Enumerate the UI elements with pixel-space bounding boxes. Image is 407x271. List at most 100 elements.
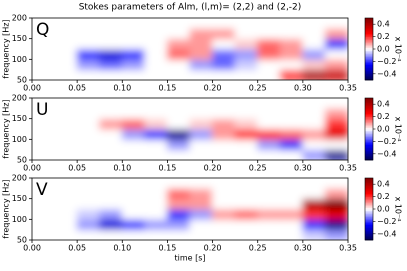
colorbar-step: [365, 56, 373, 59]
colorbar-step: [365, 135, 373, 138]
heatmap-cell: [166, 48, 191, 60]
heatmap-cell: [257, 98, 281, 109]
colorbar-step: [365, 229, 373, 232]
colorbar-step: [365, 142, 373, 145]
colorbar-step: [365, 107, 373, 110]
colorbar-step: [365, 38, 373, 41]
heatmap-cell: [32, 98, 56, 109]
y-tick-label: 150: [12, 114, 27, 123]
heatmap-cell: [32, 69, 56, 80]
y-tick-label: 150: [12, 194, 27, 203]
heatmap-cell: [76, 218, 101, 231]
colorbar-tick-label: 0.2: [377, 112, 390, 121]
colorbar-step: [365, 236, 373, 239]
heatmap-cell: [212, 98, 236, 109]
heatmap-cell: [54, 27, 78, 40]
heatmap-cell: [324, 208, 348, 220]
heatmap-cell: [189, 198, 214, 210]
colorbar-step: [365, 58, 373, 61]
heatmap-cell: [54, 128, 78, 140]
heatmap-cell: [76, 98, 101, 109]
colorbar-step: [365, 67, 373, 70]
colorbar-step: [365, 25, 373, 28]
panel-label: V: [36, 180, 48, 200]
colorbar-step: [365, 188, 373, 191]
colorbar-step: [365, 98, 373, 100]
heatmap-cell: [189, 27, 214, 40]
heatmap-cell: [32, 218, 56, 231]
heatmap-cell: [166, 27, 191, 40]
x-tick-label: 0.15: [159, 164, 177, 173]
colorbar-step: [365, 235, 373, 238]
heatmap-cell: [99, 149, 123, 160]
y-tick-label: 100: [12, 215, 27, 224]
heatmap-cell: [121, 187, 146, 200]
y-tick-label: 150: [12, 34, 27, 43]
colorbar-step: [365, 198, 373, 201]
colorbar-tick-label: 0.0: [377, 45, 390, 54]
colorbar-step: [365, 125, 373, 128]
colorbar-step: [365, 158, 373, 161]
heatmap-cell: [54, 38, 78, 50]
colorbar-step: [365, 64, 373, 67]
heatmap-cell: [166, 107, 191, 120]
colorbar-step: [365, 22, 373, 25]
heatmap-cell: [144, 138, 168, 151]
heatmap-cell: [32, 187, 56, 200]
heatmap-cell: [121, 48, 146, 60]
heatmap-cell: [121, 58, 146, 71]
heatmap-cell: [212, 69, 236, 80]
colorbar-step: [365, 204, 373, 207]
y-axis-label: frequency [Hz]: [2, 99, 11, 158]
heatmap-cell: [279, 187, 304, 200]
heatmap-cell: [121, 218, 146, 231]
heatmap-cell: [324, 27, 348, 40]
heatmap-cell: [257, 118, 281, 130]
heatmap-cell: [257, 107, 281, 120]
y-tick-label: 50: [17, 156, 27, 165]
heatmap-cell: [189, 118, 214, 130]
heatmap-cell: [32, 18, 56, 29]
heatmap-cell: [54, 208, 78, 220]
heatmap-cell: [99, 58, 123, 71]
heatmap-cell: [166, 128, 191, 140]
colorbar-step: [365, 132, 373, 135]
heatmap-cell: [54, 178, 78, 189]
colorbar-step: [365, 31, 373, 34]
colorbar-step: [365, 179, 373, 182]
heatmap-cell: [257, 18, 281, 29]
heatmap-cell: [32, 107, 56, 120]
y-axis-label: frequency [Hz]: [2, 179, 11, 238]
heatmap-cell: [279, 198, 304, 210]
heatmap-cell: [54, 198, 78, 210]
heatmap-cell: [257, 218, 281, 231]
heatmap-cell: [302, 229, 326, 240]
colorbar-step: [365, 118, 373, 121]
heatmap-cell: [212, 128, 236, 140]
colorbar-step: [365, 191, 373, 194]
colorbar-step: [365, 190, 373, 193]
y-tick-label: 50: [17, 76, 27, 85]
heatmap-cell: [54, 98, 78, 109]
heatmap-cell: [166, 58, 191, 71]
colorbar-step: [365, 149, 373, 152]
heatmap-cell: [212, 149, 236, 160]
colorbar-label: x 10⁻⁴: [394, 37, 403, 62]
x-tick-label: 0.05: [68, 164, 86, 173]
heatmap-cell: [166, 18, 191, 29]
colorbar-tick-label: −0.4: [377, 149, 396, 158]
colorbar-step: [365, 27, 373, 30]
heatmap-cell: [279, 218, 304, 231]
plot-frame: [31, 97, 349, 161]
colorbar-step: [365, 108, 373, 111]
colorbar-step: [365, 227, 373, 230]
colorbar-step: [365, 216, 373, 219]
heatmap-cell: [32, 149, 56, 160]
heatmap-cell: [166, 118, 191, 130]
heatmap-cell: [279, 149, 304, 160]
colorbar-tick-label: −0.2: [377, 57, 396, 66]
colorbar-step: [365, 182, 373, 185]
heatmap-cell: [189, 229, 214, 240]
heatmap-cell: [121, 27, 146, 40]
colorbar-label: x 10⁻⁴: [394, 197, 403, 222]
